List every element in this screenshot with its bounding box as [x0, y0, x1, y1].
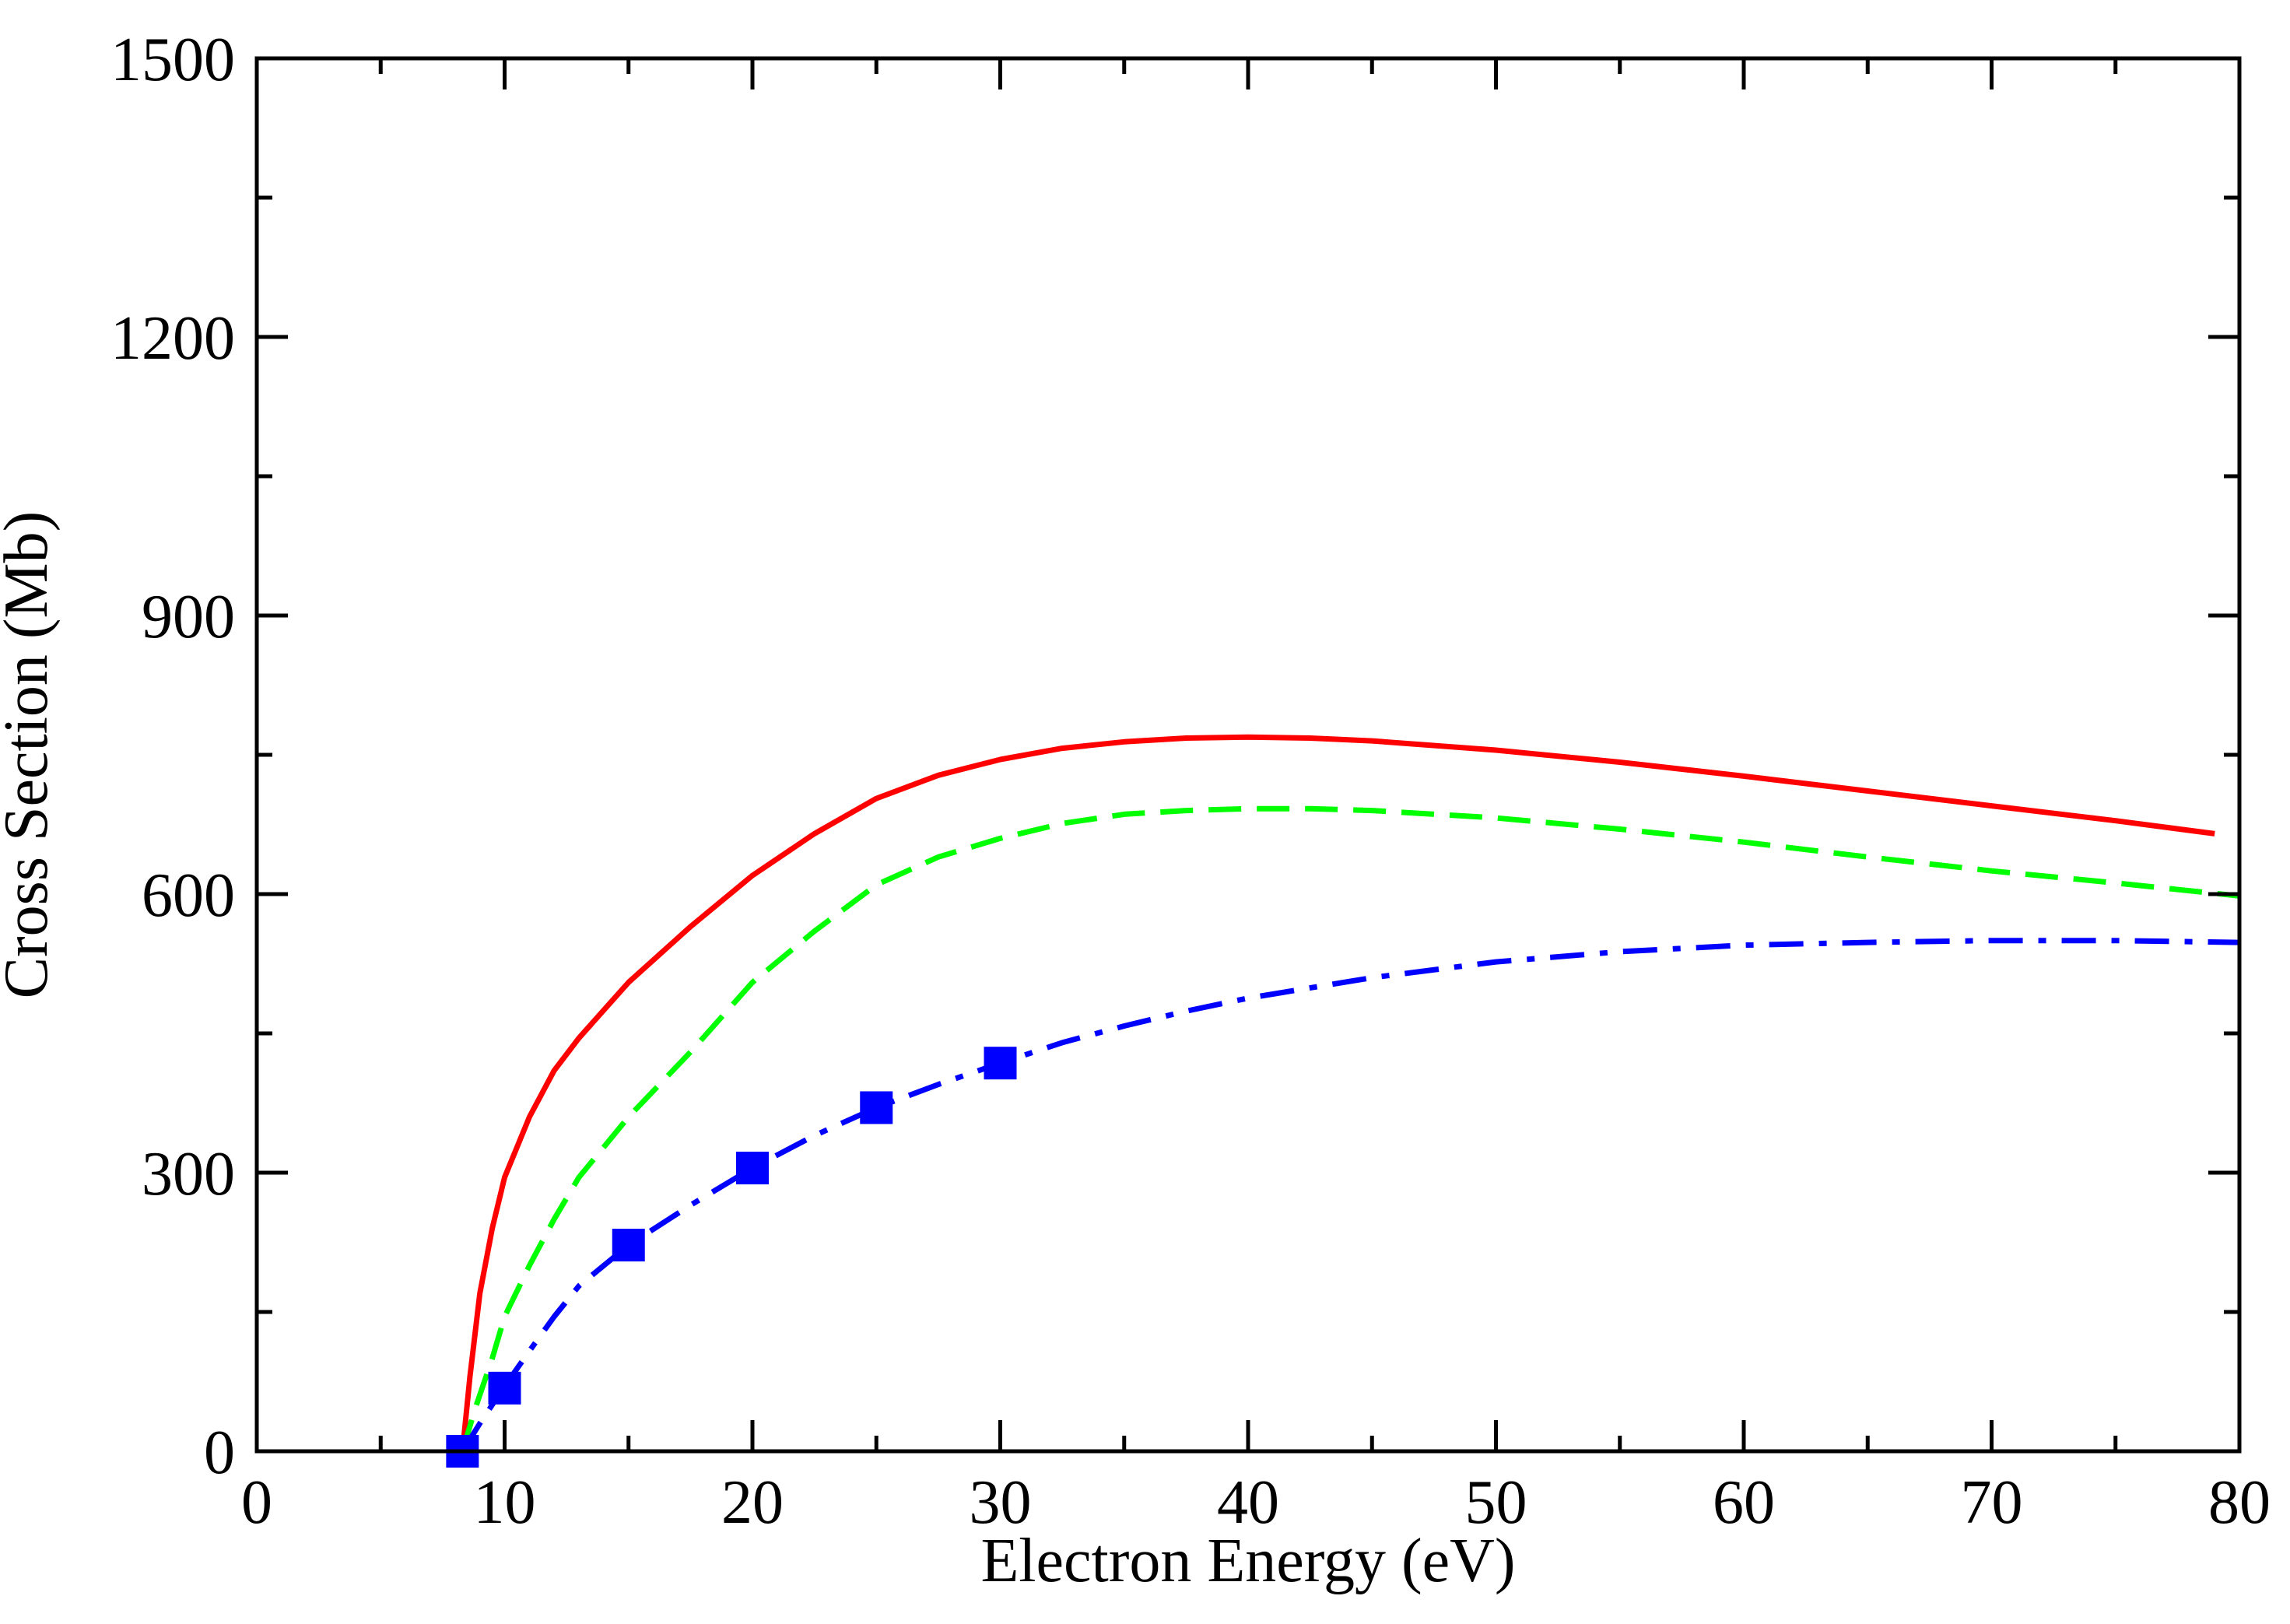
x-tick-label: 40 [1217, 1468, 1279, 1537]
y-tick-label: 600 [142, 861, 235, 930]
y-tick-labels: 0 300 600 900 1200 1500 [110, 26, 235, 1487]
data-point-marker [984, 1047, 1017, 1080]
data-point-marker [488, 1371, 521, 1405]
y-tick-label: 1500 [110, 26, 235, 94]
x-tick-label: 60 [1713, 1468, 1775, 1537]
plot-frame [254, 56, 2242, 1454]
y-tick-label: 300 [142, 1140, 235, 1208]
x-axis-title: Electron Energy (eV) [980, 1527, 1515, 1595]
series-line-solid [459, 734, 2215, 1452]
y-tick-label: 1200 [110, 304, 235, 373]
y-tick-label: 900 [142, 583, 235, 651]
y-tick-label: 0 [204, 1419, 235, 1487]
x-tick-label: 0 [241, 1468, 272, 1537]
series-line-dashed [460, 805, 2240, 1452]
x-tick-label: 10 [474, 1468, 536, 1537]
x-tick-label: 80 [2208, 1468, 2271, 1537]
data-point-marker [612, 1229, 645, 1262]
x-tick-label: 70 [1961, 1468, 2023, 1537]
x-tick-labels: 0 10 20 30 40 50 60 70 80 [241, 1468, 2271, 1537]
x-tick-label: 50 [1465, 1468, 1527, 1537]
y-axis-title: Cross Section (Mb) [0, 511, 61, 999]
x-tick-label: 20 [721, 1468, 784, 1537]
data-point-marker [736, 1152, 769, 1185]
data-point-marker [860, 1091, 893, 1124]
series-layer [446, 734, 2240, 1468]
x-tick-label: 30 [970, 1468, 1032, 1537]
tick-layer [254, 56, 2242, 1454]
series-line-dash-dot [460, 938, 2240, 1453]
